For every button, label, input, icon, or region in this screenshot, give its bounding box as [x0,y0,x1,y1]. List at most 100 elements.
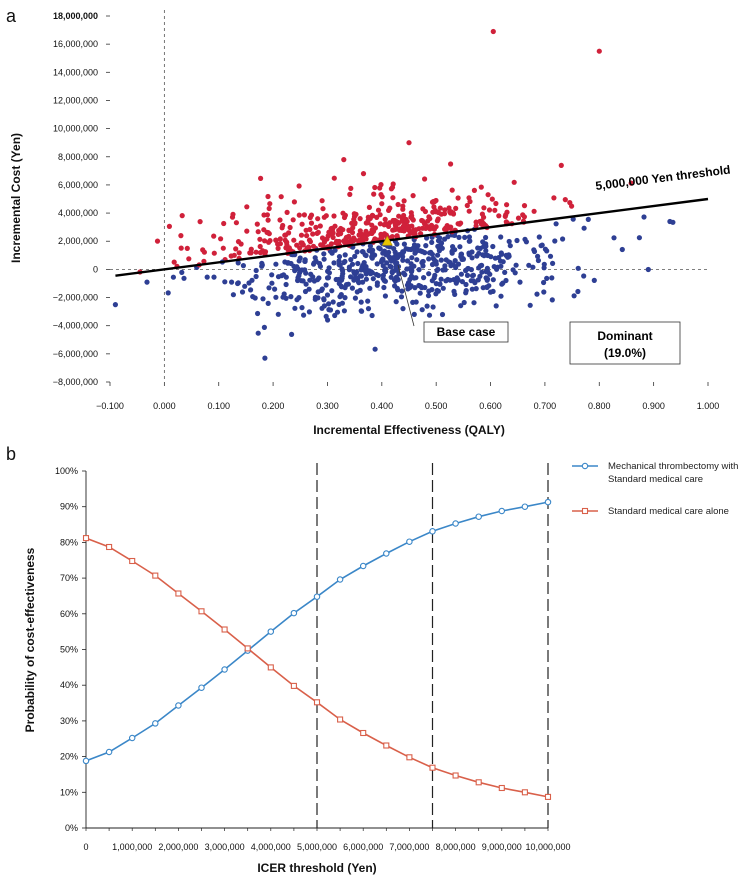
scatter-point [342,285,348,291]
scatter-point [294,242,300,248]
scatter-point [375,207,382,213]
series-point [544,793,552,800]
scatter-point [286,245,292,251]
y-tick-label: 50% [60,645,78,655]
scatter-point [436,248,442,254]
base-case-box [423,321,509,343]
scatter-point [401,212,407,219]
y-tick-label: 90% [60,502,78,512]
series-point [521,503,529,510]
scatter-point [433,281,439,287]
panel-a-reference-lines [110,10,708,382]
scatter-point [471,187,477,193]
scatter-point [369,270,375,276]
scatter-point [350,225,356,231]
scatter-point [348,274,354,280]
scatter-point [253,273,259,280]
scatter-point [476,250,482,256]
scatter-point [352,220,358,226]
base-case-leader [397,264,415,327]
scatter-point [211,233,217,239]
scatter-point [446,259,452,265]
scatter-point [421,275,427,281]
scatter-point [466,195,472,201]
y-tick-label: 10,000,000 [53,124,98,134]
scatter-point [486,207,493,213]
series-point [221,626,228,633]
scatter-point [550,260,556,266]
scatter-point [327,307,334,313]
scatter-point [308,220,315,226]
scatter-point [310,231,316,237]
scatter-point [442,267,448,273]
scatter-point [506,238,512,245]
scatter-point [235,260,241,266]
scatter-point [257,236,263,242]
scatter-point [405,225,411,231]
scatter-point [347,191,353,197]
x-tick-label: 0.600 [479,401,502,411]
scatter-point [429,261,436,268]
legend-marker [581,462,589,470]
scatter-point [254,221,260,227]
scatter-point [418,283,424,289]
scatter-point [275,245,281,251]
scatter-point [544,275,550,281]
scatter-point [396,252,402,258]
x-tick-label: 0.400 [371,401,394,411]
scatter-point [569,203,575,209]
scatter-point [197,219,203,225]
series-point [336,576,344,583]
y-tick-label: 60% [60,609,78,619]
scatter-point [379,235,385,241]
series-point [221,666,228,673]
scatter-point [549,275,555,281]
scatter-point [374,261,380,267]
scatter-point [348,185,354,191]
scatter-point [179,269,185,275]
scatter-point [261,324,267,330]
scatter-point [248,287,254,293]
scatter-point [273,237,279,243]
panel-a-points [112,28,676,361]
scatter-point [502,269,508,275]
scatter-point [405,282,411,288]
scatter-point [424,303,430,309]
scatter-point [289,331,295,337]
scatter-point [488,254,494,260]
scatter-point [534,291,540,297]
scatter-point [290,217,296,223]
scatter-point [300,242,306,248]
scatter-point [222,279,228,285]
scatter-point [284,239,290,245]
scatter-point [429,199,436,205]
series-point [313,593,321,600]
scatter-point [388,274,394,280]
scatter-point [382,266,389,272]
scatter-point [487,289,494,295]
series-point [452,520,459,527]
scatter-point [294,297,300,303]
series-point [383,550,390,557]
y-tick-label: 4,000,000 [58,208,98,218]
y-tick-label: 18,000,000 [53,11,98,21]
scatter-point [381,284,387,291]
scatter-point [181,275,187,281]
scatter-point [336,258,342,264]
y-tick-label: 14,000,000 [53,67,98,77]
scatter-point [356,232,362,238]
scatter-point [352,253,358,259]
scatter-point [353,211,359,217]
scatter-point [359,308,365,314]
scatter-point [432,208,438,214]
scatter-point [389,269,395,275]
scatter-point [357,287,363,293]
scatter-point [365,231,371,237]
scatter-point [342,239,348,246]
scatter-point [348,257,354,263]
scatter-point [628,180,634,186]
series-point [267,664,274,671]
dominant-label: Dominant [597,329,652,343]
scatter-point [336,238,342,245]
scatter-point [262,238,268,244]
